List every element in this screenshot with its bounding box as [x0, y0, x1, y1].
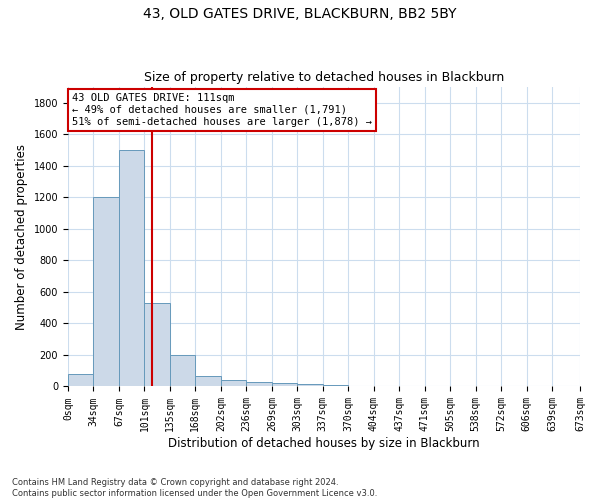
- Bar: [196, 376, 221, 386]
- Bar: [94, 198, 119, 386]
- Bar: [323, 385, 349, 386]
- Y-axis label: Number of detached properties: Number of detached properties: [15, 144, 28, 330]
- Bar: [221, 380, 247, 386]
- Title: Size of property relative to detached houses in Blackburn: Size of property relative to detached ho…: [144, 72, 504, 85]
- Bar: [68, 374, 94, 386]
- Bar: [247, 382, 272, 386]
- Bar: [298, 384, 323, 386]
- Text: 43 OLD GATES DRIVE: 111sqm
← 49% of detached houses are smaller (1,791)
51% of s: 43 OLD GATES DRIVE: 111sqm ← 49% of deta…: [72, 94, 372, 126]
- Bar: [170, 355, 196, 386]
- Text: Contains HM Land Registry data © Crown copyright and database right 2024.
Contai: Contains HM Land Registry data © Crown c…: [12, 478, 377, 498]
- Bar: [119, 150, 145, 386]
- Bar: [272, 382, 298, 386]
- X-axis label: Distribution of detached houses by size in Blackburn: Distribution of detached houses by size …: [168, 437, 480, 450]
- Text: 43, OLD GATES DRIVE, BLACKBURN, BB2 5BY: 43, OLD GATES DRIVE, BLACKBURN, BB2 5BY: [143, 8, 457, 22]
- Bar: [145, 303, 170, 386]
